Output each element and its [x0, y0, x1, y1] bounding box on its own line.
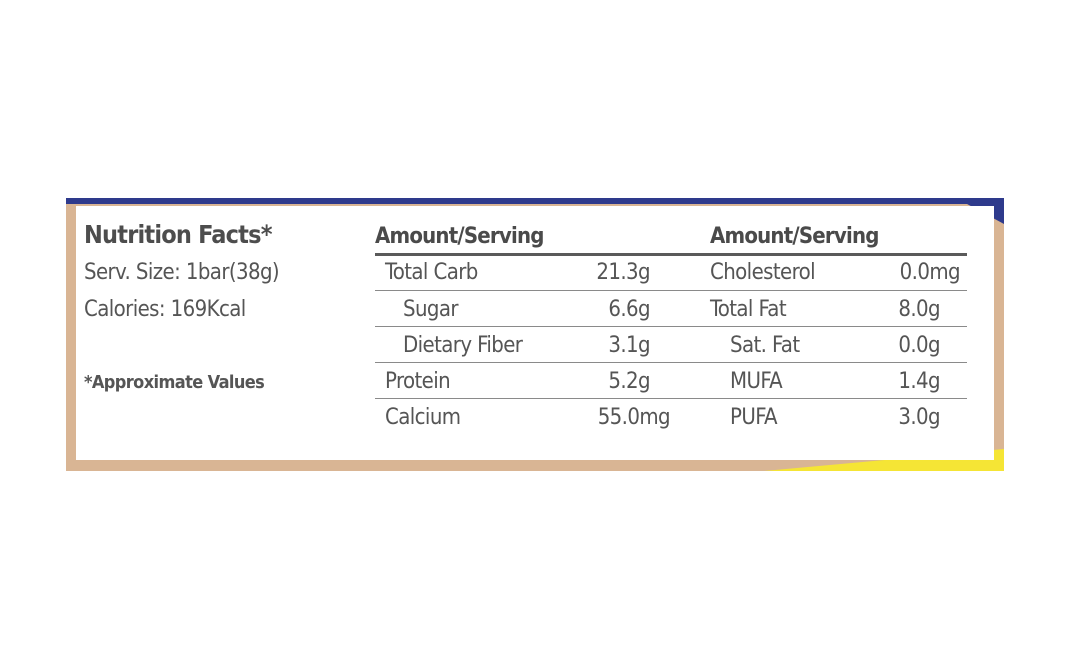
nutrient-name: Dietary Fiber: [403, 333, 523, 358]
nutrient-name: Protein: [385, 369, 451, 394]
nutrient-value: 0.0g: [898, 333, 940, 358]
nutrition-title: Nutrition Facts*: [84, 220, 272, 249]
calories: Calories: 169Kcal: [84, 297, 246, 322]
nutrient-value: 3.0g: [898, 405, 940, 430]
nutrient-value: 1.4g: [898, 369, 940, 394]
nutrient-name: Calcium: [385, 405, 461, 430]
nutrient-value: 0.0mg: [899, 260, 961, 285]
header-rule: [375, 253, 967, 256]
nutrient-name: Cholesterol: [710, 260, 816, 285]
column-header-left: Amount/Serving: [375, 224, 544, 249]
nutrition-panel: [76, 206, 994, 460]
nutrient-value: 55.0mg: [597, 405, 671, 430]
nutrient-value: 6.6g: [608, 297, 650, 322]
column-header-right: Amount/Serving: [710, 224, 879, 249]
row-divider: [375, 362, 967, 363]
nutrient-name: Total Fat: [710, 297, 787, 322]
nutrient-value: 3.1g: [608, 333, 650, 358]
nutrient-name: Total Carb: [385, 260, 478, 285]
navy-accent-band: [66, 198, 1004, 204]
nutrient-name: PUFA: [730, 405, 778, 430]
row-divider: [375, 398, 967, 399]
nutrient-name: Sat. Fat: [730, 333, 800, 358]
nutrient-name: MUFA: [730, 369, 783, 394]
row-divider: [375, 290, 967, 291]
serving-size: Serv. Size: 1bar(38g): [84, 260, 280, 285]
approximate-note: *Approximate Values: [84, 372, 265, 393]
nutrient-value: 8.0g: [898, 297, 940, 322]
nutrient-value: 21.3g: [596, 260, 650, 285]
nutrient-name: Sugar: [403, 297, 459, 322]
nutrient-value: 5.2g: [608, 369, 650, 394]
row-divider: [375, 326, 967, 327]
